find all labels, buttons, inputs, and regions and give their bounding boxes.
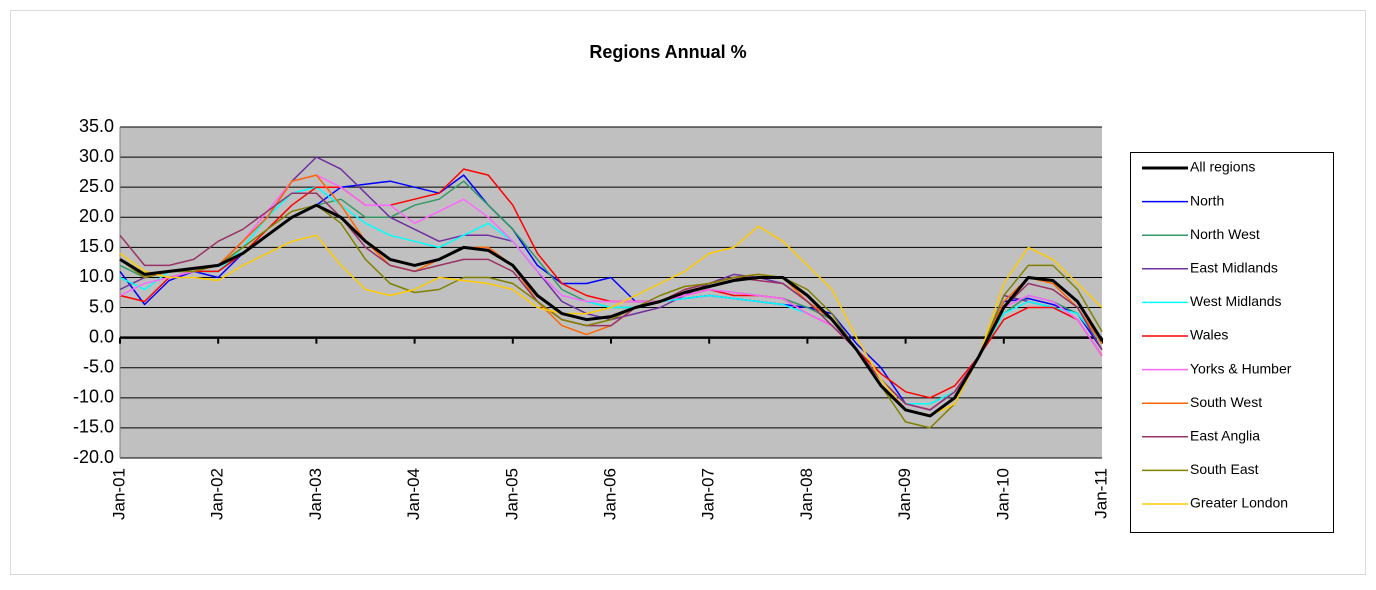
y-tick-label: 15.0 [79, 236, 114, 256]
x-tick-label: Jan-04 [404, 468, 423, 520]
x-tick-label: Jan-09 [895, 468, 914, 520]
series-line [119, 203, 1104, 418]
y-tick-label: -20.0 [73, 447, 114, 467]
x-tick-label: Jan-03 [306, 468, 325, 520]
plot-area [120, 127, 1102, 458]
legend-label: Wales [1190, 327, 1228, 343]
chart-title: Regions Annual % [589, 42, 746, 62]
y-tick-label: -10.0 [73, 387, 114, 407]
legend-label: North West [1190, 226, 1260, 242]
y-tick-label: 0.0 [89, 326, 114, 346]
y-tick-label: 25.0 [79, 176, 114, 196]
x-tick-label: Jan-07 [699, 468, 718, 520]
legend-label: East Anglia [1190, 428, 1260, 444]
x-tick-label: Jan-08 [797, 468, 816, 520]
y-tick-label: -15.0 [73, 417, 114, 437]
legend-label: East Midlands [1190, 260, 1278, 276]
legend-label: Greater London [1190, 495, 1288, 511]
x-tick-label: Jan-10 [993, 468, 1012, 520]
series-line [119, 192, 1103, 411]
legend [1130, 152, 1334, 533]
x-tick-label: Jan-02 [208, 468, 227, 520]
x-tick-label: Jan-11 [1091, 468, 1110, 519]
legend-label: Yorks & Humber [1190, 360, 1292, 376]
legend-label: South West [1190, 394, 1262, 410]
series-line [119, 204, 1103, 429]
x-tick-label: Jan-06 [600, 468, 619, 520]
series-line [119, 225, 1103, 417]
legend-label: West Midlands [1190, 293, 1282, 309]
legend-label: North [1190, 192, 1224, 208]
y-tick-label: 30.0 [79, 146, 114, 166]
legend-label: All regions [1190, 159, 1255, 175]
y-tick-label: 35.0 [79, 116, 114, 136]
y-tick-label: -5.0 [83, 356, 114, 376]
y-tick-label: 10.0 [79, 266, 114, 286]
legend-label: South East [1190, 461, 1259, 477]
y-tick-label: 20.0 [79, 206, 114, 226]
x-tick-label: Jan-05 [502, 468, 521, 520]
x-tick-label: Jan-01 [109, 468, 128, 520]
y-tick-label: 5.0 [89, 296, 114, 316]
